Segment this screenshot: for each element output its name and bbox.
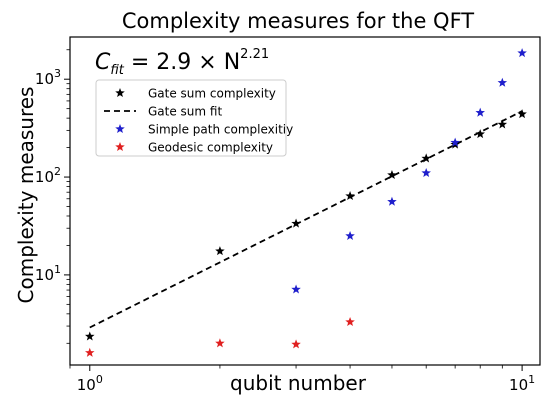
data-point-star [421,168,431,178]
legend-entry-label: Simple path complexitiy [148,123,293,137]
data-point-star [345,317,355,327]
y-tick-label: 101 [35,263,61,284]
chart-title: Complexity measures for the QFT [122,9,474,33]
fit-annotation: Cfit = 2.9 × N2.21 [95,47,269,78]
legend-entry-label: Gate sum fit [148,105,222,119]
data-point-star [450,137,460,147]
legend-entry-label: Gate sum complexity [148,87,276,101]
fit-annotation-lhs: C [95,50,111,75]
y-tick-label: 103 [35,67,61,88]
x-axis: 100 101 [69,365,535,394]
fit-annotation-sup: 2.21 [240,47,269,62]
data-point-star [497,119,508,129]
plot-area [85,48,527,357]
legend-star-swatch [115,88,125,98]
data-point-star [85,331,95,341]
data-point-star [475,107,485,117]
plot-frame [69,36,541,366]
data-point-star [215,246,225,256]
data-point-star [291,218,301,228]
x-axis-label: qubit number [230,371,367,395]
y-axis-label: Complexity measures [14,87,38,304]
data-point-star [345,230,355,241]
fit-annotation-middle: = 2.9 × N [124,50,240,75]
data-point-star [291,284,301,294]
data-point-star [475,129,485,139]
legend-star-swatch [115,124,125,134]
data-point-star [291,339,301,349]
x-tick-label: 101 [509,373,535,394]
data-point-star [517,48,527,58]
legend-box [95,79,287,157]
data-point-star [85,347,95,357]
y-tick-label: 102 [35,165,61,186]
legend-star-swatch [115,142,125,152]
data-point-star [517,109,527,119]
data-point-star [345,191,355,201]
legend: Gate sum complexity Gate sum fit Simple pa… [95,79,293,157]
x-tick-label: 100 [77,373,103,394]
series-3 [85,317,355,357]
data-point-star [387,196,397,206]
fit-annotation-sub: fit [110,63,124,78]
data-point-star [387,169,397,180]
fit-line [89,110,523,329]
data-point-star [215,338,225,348]
y-axis: 101 102 103 [35,49,70,344]
series-1 [89,110,523,329]
data-point-star [497,77,508,87]
legend-entry-label: Geodesic complexity [148,141,273,155]
data-point-star [421,153,431,163]
series-2 [291,48,527,294]
